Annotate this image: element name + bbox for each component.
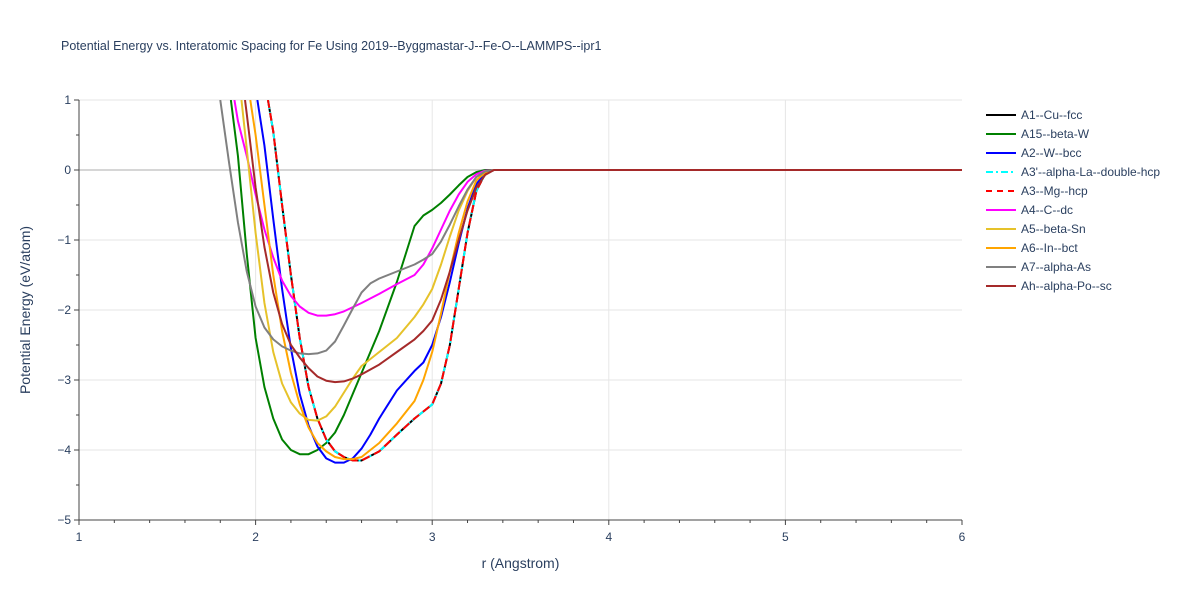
legend-label: A2--W--bcc — [1021, 146, 1081, 160]
series-line — [266, 100, 962, 462]
legend-item[interactable]: A1--Cu--fcc — [986, 108, 1082, 122]
series-line — [219, 100, 962, 356]
series-line — [233, 100, 962, 317]
series-line — [256, 100, 962, 464]
y-axis-title: Potential Energy (eV/atom) — [17, 226, 33, 394]
legend-label: A3--Mg--hcp — [1021, 184, 1088, 198]
series-line — [244, 100, 962, 384]
y-tick-label: 1 — [64, 93, 71, 107]
chart-title: Potential Energy vs. Interatomic Spacing… — [61, 39, 602, 53]
x-tick-label: 3 — [429, 530, 436, 544]
legend-item[interactable]: A6--In--bct — [986, 241, 1078, 255]
legend-label: A5--beta-Sn — [1021, 222, 1086, 236]
x-tick-label: 6 — [959, 530, 966, 544]
x-tick-label: 5 — [782, 530, 789, 544]
y-tick-label: −3 — [57, 373, 71, 387]
x-axis-title: r (Angstrom) — [482, 555, 560, 571]
series-line — [249, 100, 962, 461]
legend-label: A3'--alpha-La--double-hcp — [1021, 165, 1160, 179]
y-tick-label: 0 — [64, 163, 71, 177]
y-tick-label: −5 — [57, 513, 71, 527]
x-tick-label: 4 — [605, 530, 612, 544]
legend-item[interactable]: A3--Mg--hcp — [986, 184, 1088, 198]
legend-item[interactable]: A3'--alpha-La--double-hcp — [986, 165, 1160, 179]
legend-label: A1--Cu--fcc — [1021, 108, 1082, 122]
x-tick-label: 2 — [252, 530, 259, 544]
legend-label: A15--beta-W — [1021, 127, 1090, 141]
legend-item[interactable]: A5--beta-Sn — [986, 222, 1086, 236]
y-tick-label: −1 — [57, 233, 71, 247]
series-line — [266, 100, 962, 462]
series-line — [266, 100, 962, 462]
y-tick-label: −4 — [57, 443, 71, 457]
x-tick-label: 1 — [76, 530, 83, 544]
series-line — [240, 100, 962, 422]
legend-item[interactable]: A7--alpha-As — [986, 260, 1091, 274]
legend-label: A6--In--bct — [1021, 241, 1078, 255]
legend-item[interactable]: A15--beta-W — [986, 127, 1090, 141]
legend-item[interactable]: A2--W--bcc — [986, 146, 1081, 160]
legend-label: A7--alpha-As — [1021, 260, 1091, 274]
axes: 1 2 3 4 5 6 1 0 −1 −2 −3 −4 −5 — [57, 93, 965, 544]
legend-label: Ah--alpha-Po--sc — [1021, 279, 1112, 293]
y-tick-label: −2 — [57, 303, 71, 317]
legend-item[interactable]: Ah--alpha-Po--sc — [986, 279, 1112, 293]
legend-item[interactable]: A4--C--dc — [986, 203, 1073, 217]
series-line — [229, 100, 962, 456]
legend-label: A4--C--dc — [1021, 203, 1073, 217]
grid-lines — [79, 99, 962, 520]
series-layer — [219, 100, 962, 464]
legend[interactable]: A1--Cu--fcc A15--beta-W A2--W--bcc A3'--alp… — [986, 108, 1160, 293]
